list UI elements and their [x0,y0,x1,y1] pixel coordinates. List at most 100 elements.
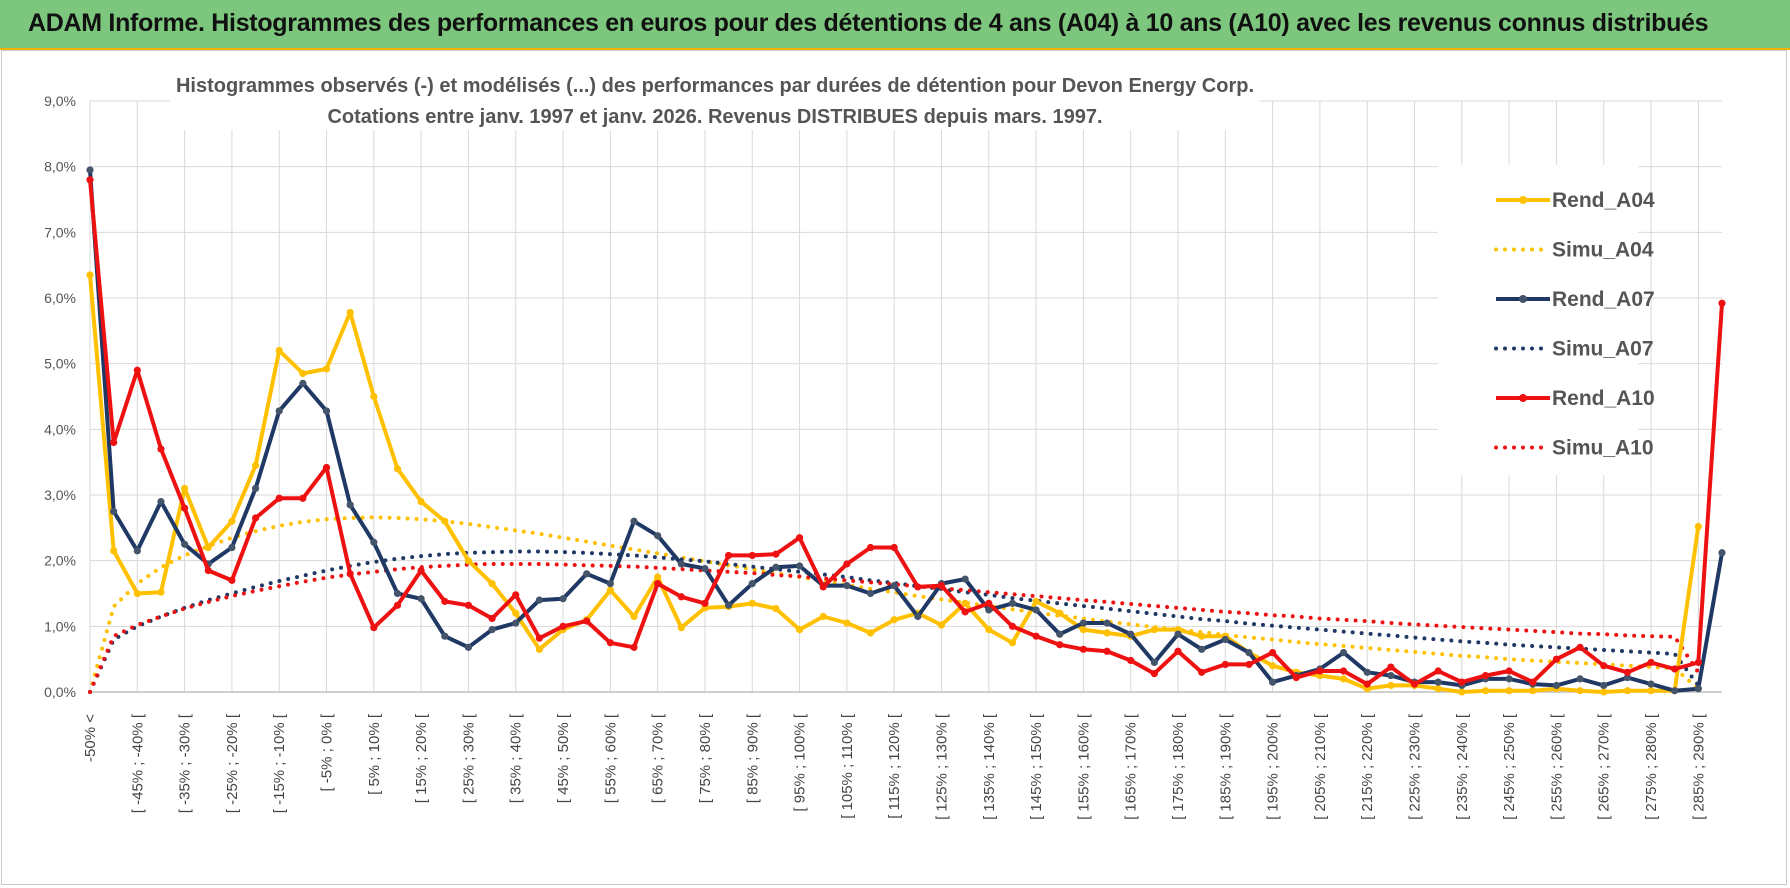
data-point [1505,687,1513,695]
data-point [985,606,993,614]
data-point [275,346,283,355]
data-point [630,612,638,621]
data-point [725,601,733,609]
data-point [275,494,283,502]
data-point [488,626,496,634]
data-point [346,501,354,509]
data-point [204,543,212,552]
data-point [1552,655,1561,663]
x-tick-label: [ 215% ; 220% [ [1359,713,1376,820]
data-point [795,534,804,542]
data-point [1103,647,1111,655]
data-point [1221,635,1229,644]
data-point [441,597,449,605]
data-point [1623,668,1631,676]
data-point [1056,641,1064,649]
data-point [133,589,141,598]
legend: Rend_A04 Simu_A04 Rend_A07 Simu_A07 Rend_A10… [1494,189,1655,460]
x-tick-label: [ 65% ; 70% [ [650,713,667,803]
data-point [1434,667,1442,675]
data-point [748,551,756,560]
x-tick-label: [ 115% ; 120% [ [886,713,903,819]
data-point [488,614,496,623]
series-rend-a10 [86,176,1726,688]
data-point [961,599,969,607]
data-point [1363,668,1371,676]
data-point [110,438,118,447]
data-point [1481,671,1490,680]
data-point [1150,658,1158,667]
data-point [1387,663,1395,671]
data-point [464,643,473,651]
series-line [88,179,1724,687]
legend-item-rend-a07: Rend_A07 [1496,288,1655,311]
data-point [1576,643,1584,651]
data-point [1245,649,1253,657]
x-tick-label: [ 55% ; 60% [ [602,713,619,803]
y-tick-label: 1,0% [44,618,76,634]
y-tick-label: 0,0% [44,684,76,700]
data-point [677,593,685,601]
data-point [1694,685,1702,693]
data-point [1671,687,1679,695]
legend-label: Simu_A04 [1552,239,1654,262]
data-point [251,461,260,470]
data-point [819,612,827,621]
x-tick-label: [ 35% ; 40% [ [508,713,525,803]
data-point [393,589,402,598]
data-point [370,624,378,632]
data-point [370,392,378,401]
data-point [772,563,780,571]
data-point [1600,662,1608,670]
data-point [1032,632,1040,640]
data-point [1174,630,1182,638]
data-point [1056,609,1064,617]
data-point [795,626,804,634]
data-point [464,601,473,609]
data-point [677,560,685,568]
data-point [1718,549,1726,557]
x-tick-label: [ 45% ; 50% [ [555,713,572,803]
data-point [1127,630,1135,638]
series-line [88,562,1701,694]
data-point [559,595,567,603]
data-point [1458,688,1466,696]
x-tick-label: [ 125% ; 130% [ [933,713,950,820]
data-point [843,582,851,590]
data-point [1529,687,1537,695]
data-point [1339,675,1348,683]
data-point [819,583,827,591]
data-point [866,543,875,552]
data-point [322,365,331,373]
data-point [393,465,402,473]
data-point [1269,678,1277,686]
data-point [86,176,94,184]
data-point [1694,522,1702,531]
chart-title-line1: Histogrammes observés (-) et modélisés (… [176,75,1254,97]
x-tick-label: [ 275% ; 280% [ [1643,713,1660,820]
data-point [843,560,851,568]
data-point [890,582,898,590]
series-rend-a07 [86,166,1726,695]
data-point [1079,645,1087,653]
data-point [157,445,165,453]
legend-item-simu-a04: Simu_A04 [1494,239,1654,262]
data-point [417,497,425,506]
data-point [1576,687,1584,695]
data-point [535,596,543,604]
data-point [1505,675,1513,683]
x-tick-label: [ -5% ; 0% [ [319,713,336,791]
data-point [1552,681,1561,690]
data-point [228,543,236,552]
chart-title-background [170,68,1260,130]
data-point [1032,597,1040,605]
data-point [1127,656,1135,665]
data-point [1056,630,1064,638]
x-tick-label: [ 205% ; 210% [ [1312,713,1329,820]
data-point [583,570,591,578]
x-tick-label: [ 15% ; 20% [ [413,713,430,803]
data-point [441,632,449,640]
y-tick-label: 7,0% [44,224,76,240]
legend-label: Simu_A07 [1552,338,1654,361]
